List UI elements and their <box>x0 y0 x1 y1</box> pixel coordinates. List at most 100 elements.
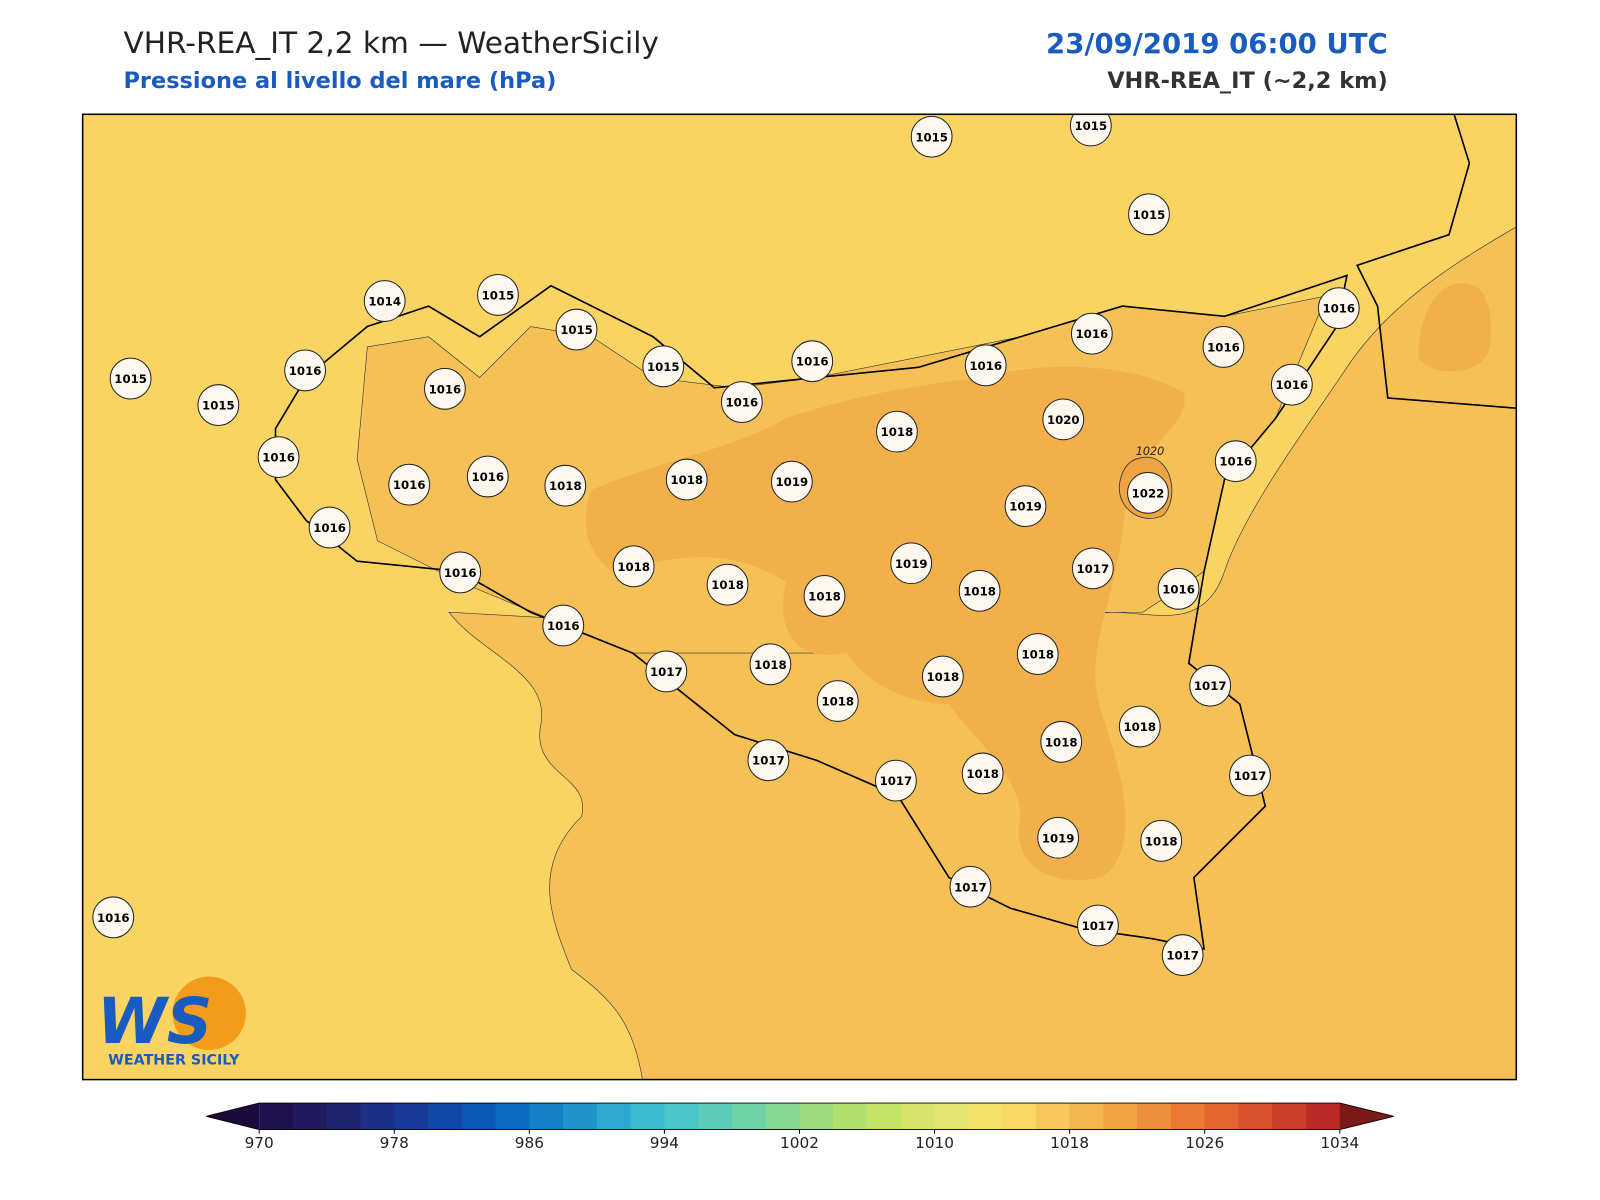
station-marker <box>958 569 1001 612</box>
colorbar-bin <box>563 1103 598 1130</box>
station-value: 1018 <box>1021 648 1054 662</box>
station-value: 1016 <box>1207 340 1240 354</box>
station-value: 1017 <box>954 880 987 894</box>
station-value: 1017 <box>1234 769 1267 783</box>
colorbar-tick-label: 986 <box>515 1134 544 1152</box>
logo-text: WEATHER SICILY <box>108 1052 240 1068</box>
colorbar-bin <box>900 1103 936 1130</box>
colorbar-bin <box>799 1103 834 1130</box>
station-marker <box>1077 904 1119 947</box>
colorbar-bin <box>394 1103 429 1130</box>
station-marker <box>961 752 1004 795</box>
station-marker <box>1229 754 1271 797</box>
station-marker <box>890 542 933 585</box>
station-value: 1015 <box>202 399 235 413</box>
station-marker <box>1040 720 1083 763</box>
station-marker <box>803 575 846 617</box>
station-marker <box>423 367 466 410</box>
colorbar-bin <box>1170 1103 1206 1130</box>
station-value: 1016 <box>1276 378 1309 392</box>
colorbar-tick-label: 1002 <box>780 1134 819 1152</box>
station-marker <box>720 381 763 423</box>
station-value: 1016 <box>429 382 462 396</box>
subtitle: Pressione al livello del mare (hPa) <box>123 68 556 94</box>
logo-mark: WS <box>97 984 212 1058</box>
colorbar-bin <box>259 1103 294 1130</box>
station-marker <box>1189 664 1232 707</box>
station-marker <box>665 458 708 501</box>
station-marker <box>1140 819 1183 862</box>
station-value: 1018 <box>821 695 854 709</box>
colorbar-bin <box>867 1103 902 1130</box>
station-marker <box>109 357 152 400</box>
station-value: 1016 <box>97 911 130 925</box>
station-marker <box>875 759 917 802</box>
colorbar-bin <box>698 1103 733 1130</box>
station-value: 1018 <box>670 473 703 487</box>
contour-label: 1020 <box>1136 445 1165 458</box>
station-marker <box>1270 363 1313 406</box>
colorbar: 970 978 986 994 1002 1010 1018 1026 1034 <box>206 1102 1394 1152</box>
east-field <box>1418 283 1491 372</box>
station-marker <box>197 384 240 427</box>
date: 23/09/2019 06:00 UTC <box>1046 28 1388 60</box>
station-value: 1018 <box>1145 834 1178 848</box>
station-value: 1018 <box>808 589 841 603</box>
colorbar-tick-label: 1010 <box>915 1134 954 1152</box>
station-value: 1017 <box>1082 919 1115 933</box>
station-value: 1018 <box>966 767 999 781</box>
colorbar-bin <box>1035 1103 1071 1130</box>
colorbar-bin <box>360 1103 395 1130</box>
logo: WS WEATHER SICILY <box>97 976 246 1068</box>
station-value: 1018 <box>881 425 914 439</box>
station-marker <box>439 551 482 594</box>
station-marker <box>949 865 992 908</box>
station-value: 1016 <box>1322 302 1355 316</box>
colorbar-bin <box>664 1103 699 1130</box>
station-marker <box>1004 485 1047 528</box>
station-value: 1018 <box>927 670 960 684</box>
station-value: 1016 <box>313 521 346 535</box>
station-value: 1014 <box>368 295 401 309</box>
station-value: 1017 <box>752 754 785 768</box>
station-marker <box>555 308 598 351</box>
station-marker <box>964 344 1007 387</box>
station-marker <box>1128 193 1170 236</box>
station-marker <box>466 455 509 498</box>
station-marker <box>1037 816 1080 859</box>
colorbar-tick-label: 970 <box>245 1134 274 1152</box>
colorbar-bin <box>326 1103 362 1130</box>
station-value: 1017 <box>1166 949 1199 963</box>
station-value: 1019 <box>1042 831 1075 845</box>
station-marker <box>642 345 685 388</box>
station-value: 1016 <box>1162 582 1195 596</box>
station-marker <box>388 463 431 506</box>
station-marker <box>544 464 587 507</box>
station-value: 1016 <box>444 566 477 580</box>
colorbar-bin <box>731 1103 767 1130</box>
station-value: 1016 <box>262 451 295 465</box>
colorbar-bin <box>1137 1103 1172 1130</box>
station-marker <box>1070 312 1113 355</box>
station-value: 1018 <box>711 578 744 592</box>
station-marker <box>910 115 953 158</box>
station-marker <box>284 349 327 392</box>
colorbar-bin <box>1002 1103 1037 1130</box>
station-value: 1018 <box>617 560 650 574</box>
station-value: 1016 <box>1076 327 1109 341</box>
station-value: 1016 <box>393 478 426 492</box>
station-marker <box>876 410 918 453</box>
station-value: 1017 <box>1077 562 1110 576</box>
colorbar-under <box>206 1103 260 1130</box>
station-value: 1016 <box>796 355 829 369</box>
station-value: 1017 <box>880 774 913 788</box>
station-marker <box>770 460 813 503</box>
station-value: 1017 <box>650 665 683 679</box>
station-marker <box>1161 934 1204 977</box>
logo-sun <box>172 976 246 1050</box>
station-value: 1016 <box>289 364 322 378</box>
station-value: 1018 <box>1045 735 1078 749</box>
station-marker <box>363 280 406 322</box>
